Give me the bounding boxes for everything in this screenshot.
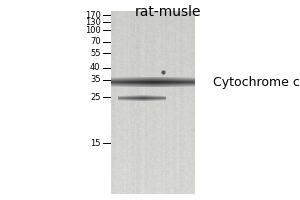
Text: 25: 25 — [90, 93, 101, 102]
Text: 40: 40 — [90, 64, 101, 72]
Text: 130: 130 — [85, 18, 101, 27]
Text: 100: 100 — [85, 26, 101, 35]
Text: 15: 15 — [90, 138, 101, 148]
Text: Cytochrome c1: Cytochrome c1 — [213, 76, 300, 89]
Text: 55: 55 — [90, 49, 101, 58]
Text: 70: 70 — [90, 38, 101, 46]
Text: rat-musle: rat-musle — [135, 5, 201, 19]
Text: 35: 35 — [90, 75, 101, 84]
Text: 170: 170 — [85, 10, 101, 20]
